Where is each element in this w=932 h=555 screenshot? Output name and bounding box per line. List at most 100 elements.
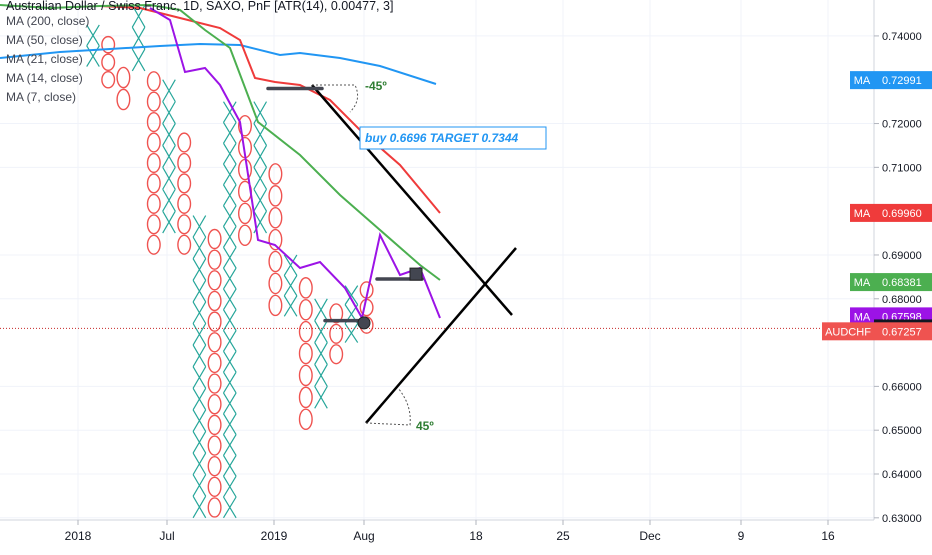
pnf-column-o — [329, 303, 344, 365]
pnf-x-box — [253, 145, 268, 168]
pnf-x-box — [253, 101, 268, 124]
time-tick-label: 16 — [821, 529, 835, 543]
pnf-o-box — [207, 311, 222, 332]
pnf-x-box — [162, 79, 176, 102]
pnf-o-box — [298, 277, 313, 299]
pnf-x-box — [162, 101, 176, 124]
price-tag-bg — [874, 322, 932, 341]
price-tick-label: 0.64000 — [882, 469, 922, 481]
pnf-o-box — [101, 70, 116, 89]
pnf-x-box — [86, 24, 100, 47]
pnf-column-x — [131, 4, 146, 72]
pnf-x-box — [162, 188, 176, 212]
price-axis[interactable]: 0.74000 0.72000 0.71000 0.69000 0.68000 0.660… — [822, 0, 932, 550]
indicator-ma50[interactable]: MA (50, close) — [6, 33, 83, 47]
pnf-o-box — [298, 342, 313, 365]
pnf-o-box — [146, 234, 161, 255]
indicator-ma14[interactable]: MA (14, close) — [6, 71, 83, 85]
pnf-x-box — [222, 267, 237, 290]
pnf-x-box — [192, 387, 207, 411]
angle-label-top: -45º — [365, 79, 387, 93]
pnf-o-box — [146, 152, 161, 174]
pnf-o-box — [146, 91, 161, 112]
trendline-down[interactable] — [311, 84, 513, 316]
pnf-x-box — [192, 323, 207, 346]
time-tick-label: Aug — [353, 529, 374, 543]
pnf-x-box — [192, 431, 207, 454]
pnf-x-box — [222, 413, 237, 435]
pnf-o-box — [268, 294, 283, 317]
pnf-x-box — [222, 475, 237, 498]
pnf-o-box — [116, 88, 131, 111]
pnf-x-box — [192, 236, 207, 260]
price-tag-label-bg — [850, 71, 874, 90]
price-tag-label: MA — [854, 208, 871, 220]
angle-arc-bottom — [365, 387, 411, 426]
moving-averages — [0, 3, 874, 329]
price-tag-label-bg — [850, 273, 874, 292]
pnf-column-x — [283, 254, 298, 317]
indicator-ma200[interactable]: MA (200, close) — [6, 14, 90, 28]
ma-line — [0, 42, 437, 85]
indicator-legend: MA (200, close) MA (50, close) MA (21, c… — [6, 12, 89, 107]
pnf-o-box — [177, 234, 192, 255]
pnf-x-box — [162, 123, 176, 146]
pnf-columns — [86, 4, 374, 519]
pnf-x-box — [344, 323, 359, 343]
indicator-ma21[interactable]: MA (21, close) — [6, 52, 83, 66]
drawings: -45º 45º buy 0.6696 TARGET 0.7344 — [266, 79, 547, 433]
pnf-o-box — [298, 320, 313, 343]
pnf-o-box — [268, 272, 283, 295]
time-tick-label: Dec — [639, 529, 660, 543]
pnf-x-box — [222, 351, 237, 373]
pnf-o-box — [268, 163, 283, 185]
pnf-x-box — [192, 280, 207, 303]
pnf-o-box — [146, 173, 161, 194]
pnf-o-box — [268, 250, 283, 273]
pnf-x-box — [222, 330, 237, 352]
pnf-x-box — [222, 163, 237, 186]
pnf-o-box — [207, 228, 222, 250]
pnf-o-box — [207, 497, 222, 518]
pnf-x-box — [192, 409, 207, 432]
time-tick-label: 25 — [556, 529, 570, 543]
signal-marker-dot — [357, 316, 371, 330]
pnf-o-box — [237, 158, 252, 181]
time-axis[interactable]: 2018 Jul 2019 Aug 18 25 Dec 9 16 — [0, 519, 874, 550]
pnf-o-box — [146, 111, 161, 133]
pnf-o-box — [237, 224, 252, 247]
pnf-x-box — [192, 258, 207, 281]
pnf-x-box — [222, 122, 237, 144]
pnf-x-box — [222, 288, 237, 311]
pnf-x-box — [314, 298, 328, 321]
pnf-column-o — [207, 228, 222, 518]
pnf-o-box — [237, 202, 252, 225]
pnf-x-box — [222, 142, 237, 165]
price-tag-value: 0.68381 — [882, 277, 922, 289]
price-tag-bg — [874, 273, 932, 292]
pnf-o-box — [207, 270, 222, 291]
pnf-x-box — [283, 254, 298, 276]
pnf-o-box — [329, 323, 344, 344]
pnf-x-box — [192, 495, 207, 519]
pnf-o-box — [177, 214, 192, 235]
ma-line — [0, 3, 441, 281]
pnf-x-box — [344, 285, 359, 305]
pnf-o-box — [207, 476, 222, 498]
time-tick-label: 2018 — [65, 529, 92, 543]
grid-layer — [0, 0, 874, 520]
pnf-o-box — [207, 455, 222, 477]
trendline-up[interactable] — [365, 247, 517, 424]
pnf-x-box — [253, 167, 268, 190]
pnf-x-box — [222, 101, 237, 123]
pnf-o-box — [177, 173, 192, 194]
pnf-x-box — [192, 215, 207, 238]
pnf-x-box — [222, 246, 237, 269]
trade-note-box[interactable] — [359, 126, 547, 150]
pnf-o-box — [177, 193, 192, 214]
pnf-column-x — [162, 79, 176, 234]
indicator-ma7[interactable]: MA (7, close) — [6, 90, 77, 104]
price-tick-label: 0.74000 — [882, 31, 922, 43]
angle-arc-top — [312, 84, 359, 113]
